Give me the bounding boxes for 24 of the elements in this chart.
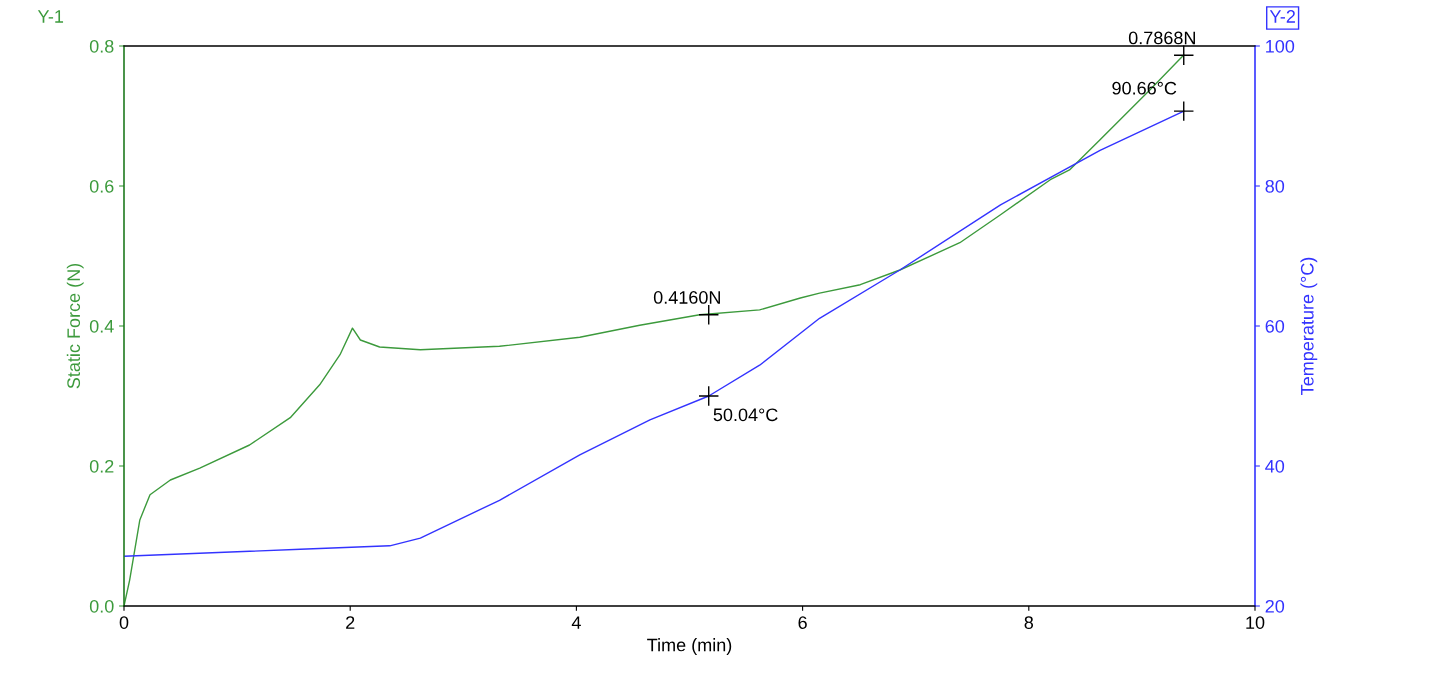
x-tick-label: 2: [346, 616, 355, 629]
text: Y-2: [1269, 10, 1295, 23]
text: Y-1: [37, 10, 64, 23]
annotation: 0.7868N: [1128, 31, 1195, 45]
y-axis-title: Static Force (N): [66, 263, 84, 389]
x-tick-label: 0: [119, 616, 129, 629]
y-tick-label: 0.4: [89, 319, 114, 333]
y2-axis-title: Temperature (°C): [1300, 257, 1318, 395]
y2-tick-label: 20: [1265, 599, 1285, 613]
y-tick-label: 0.0: [89, 599, 114, 613]
y-tick-label: 0.6: [89, 179, 114, 193]
y2-tick-label: 80: [1265, 179, 1285, 193]
x-tick-label: 6: [798, 616, 807, 629]
x-tick-label: 10: [1246, 616, 1265, 629]
y-tick-label: 0.2: [89, 459, 114, 473]
y-tick-label: 0.8: [89, 39, 114, 53]
x-axis-title: Time (min): [647, 638, 732, 655]
annotation: 50.04°C: [713, 408, 778, 422]
y2-tick-label: 100: [1266, 39, 1295, 53]
annotation: 0.4160N: [653, 291, 720, 304]
y2-tick-label: 40: [1265, 459, 1285, 473]
y2-tick-label: 60: [1265, 319, 1285, 333]
x-tick-label: 4: [571, 616, 581, 629]
x-tick-label: 8: [1024, 616, 1034, 629]
